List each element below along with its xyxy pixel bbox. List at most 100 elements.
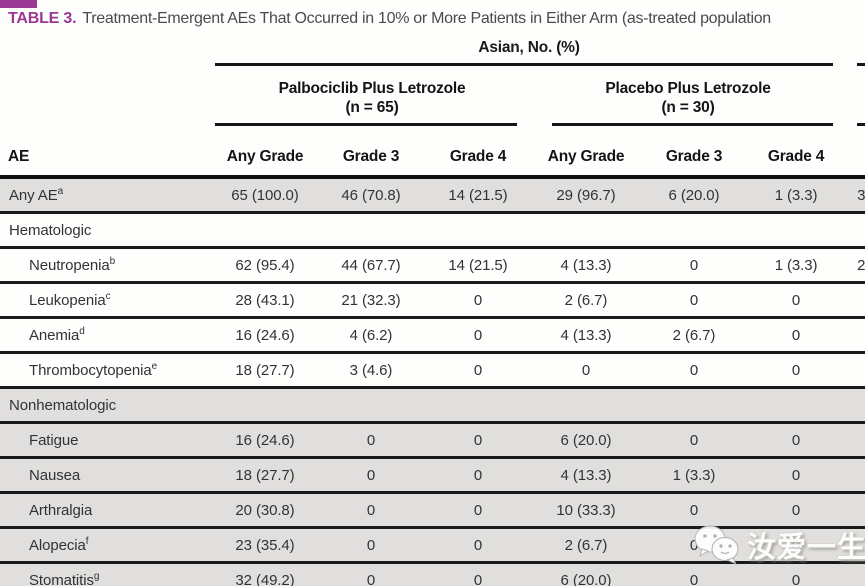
table-title-text: Treatment-Emergent AEs That Occurred in …	[82, 10, 771, 27]
table-caption: TABLE 3. Treatment-Emergent AEs That Occu…	[8, 10, 865, 28]
column-header-grade: Grade 4	[425, 126, 531, 179]
value-cell: 0	[641, 562, 747, 586]
value-cell: 46 (70.8)	[317, 177, 425, 214]
value-cell: 4 (6.2)	[317, 317, 425, 354]
clipped-value-cell	[845, 352, 865, 389]
group-header-placebo: Placebo Plus Letrozole (n = 30)	[531, 66, 845, 126]
footnote-marker: d	[79, 325, 85, 337]
value-cell: 0	[425, 492, 531, 529]
group-n: (n = 30)	[661, 99, 715, 116]
ae-label: Fatigue	[0, 422, 213, 459]
ae-label: Leukopeniac	[0, 282, 213, 319]
value-cell: 6 (20.0)	[531, 422, 641, 459]
value-cell: 0	[425, 562, 531, 586]
value-cell: 0	[425, 457, 531, 494]
value-cell: 0	[641, 282, 747, 319]
value-cell: 65 (100.0)	[213, 177, 317, 214]
group-rule	[552, 123, 834, 126]
table-row: Fatigue 16 (24.6) 0 0 6 (20.0) 0 0	[0, 422, 865, 459]
table-row: Thrombocytopeniae 18 (27.7) 3 (4.6) 0 0 0 0	[0, 352, 865, 389]
clipped-value-cell	[845, 527, 865, 564]
value-cell: 1 (3.3)	[747, 177, 846, 214]
value-cell: 0	[747, 457, 846, 494]
table-row: Arthralgia 20 (30.8) 0 0 10 (33.3) 0 0	[0, 492, 865, 529]
column-header-grade: Grade 3	[317, 126, 425, 179]
clipped-column-header	[845, 126, 865, 179]
value-cell: 0	[425, 527, 531, 564]
value-cell: 4 (13.3)	[531, 317, 641, 354]
value-cell: 0	[425, 317, 531, 354]
footnote-marker: f	[85, 535, 89, 547]
value-cell: 28 (43.1)	[213, 282, 317, 319]
value-cell: 18 (27.7)	[213, 352, 317, 389]
value-cell: 0	[317, 492, 425, 529]
clipped-value-cell	[845, 422, 865, 459]
value-cell: 0	[747, 352, 846, 389]
value-cell: 10 (33.3)	[531, 492, 641, 529]
column-header-grade: Grade 3	[641, 126, 747, 179]
subtitle-row: Asian, No. (%)	[0, 34, 865, 66]
clipped-value-cell	[845, 492, 865, 529]
table-row: Leukopeniac 28 (43.1) 21 (32.3) 0 2 (6.7) 0 0	[0, 282, 865, 319]
value-cell: 2 (6.7)	[531, 282, 641, 319]
footnote-marker: c	[105, 290, 111, 302]
value-cell: 29 (96.7)	[531, 177, 641, 214]
footnote-marker: a	[57, 185, 64, 197]
value-cell: 16 (24.6)	[213, 422, 317, 459]
table-row: Any AEa 65 (100.0) 46 (70.8) 14 (21.5) 29 (9…	[0, 177, 865, 214]
table-row: Stomatitisg 32 (49.2) 0 0 6 (20.0) 0 0	[0, 562, 865, 586]
value-cell: 23 (35.4)	[213, 527, 317, 564]
subtitle-cell: Asian, No. (%)	[213, 34, 845, 66]
clipped-value-cell: 3	[845, 177, 865, 214]
clipped-value-cell	[845, 282, 865, 319]
table-number-label: TABLE 3.	[8, 10, 77, 27]
ae-label: Neutropeniab	[0, 247, 213, 284]
column-header-ae: AE	[0, 126, 213, 179]
ae-label: Any AEa	[0, 177, 213, 214]
value-cell: 2 (6.7)	[531, 527, 641, 564]
value-cell: 6 (20.0)	[641, 177, 747, 214]
value-cell: 1 (3.3)	[747, 247, 846, 284]
value-cell: 0	[317, 457, 425, 494]
table-row: Anemiad 16 (24.6) 4 (6.2) 0 4 (13.3) 2 (6.7) 0	[0, 317, 865, 354]
clipped-value-cell	[845, 562, 865, 586]
ae-label: Arthralgia	[0, 492, 213, 529]
footnote-marker: e	[151, 360, 158, 372]
section-row: Nonhematologic	[0, 387, 865, 424]
column-header-grade: Any Grade	[531, 126, 641, 179]
subtitle-asian: Asian, No. (%)	[478, 39, 580, 56]
value-cell: 4 (13.3)	[531, 457, 641, 494]
table-row: Alopeciaf 23 (35.4) 0 0 2 (6.7) 0 0	[0, 527, 865, 564]
clipped-next-group-cell	[845, 34, 865, 66]
value-cell: 0	[747, 317, 846, 354]
value-cell: 0	[641, 247, 747, 284]
adverse-events-table: Asian, No. (%) Palbociclib Plus Letrozol…	[0, 34, 865, 586]
clipped-value-cell	[845, 317, 865, 354]
group-header-palbociclib: Palbociclib Plus Letrozole (n = 65)	[213, 66, 531, 126]
value-cell: 1 (3.3)	[641, 457, 747, 494]
clipped-value-cell	[845, 457, 865, 494]
clipped-accent-chip	[0, 0, 37, 8]
value-cell: 0	[747, 422, 846, 459]
clipped-span-rule	[857, 63, 865, 66]
value-cell: 0	[747, 282, 846, 319]
empty-cell	[0, 34, 213, 66]
value-cell: 14 (21.5)	[425, 247, 531, 284]
footnote-marker: b	[109, 255, 116, 267]
value-cell: 18 (27.7)	[213, 457, 317, 494]
group-n: (n = 65)	[345, 99, 399, 116]
value-cell: 0	[425, 352, 531, 389]
ae-label: Anemiad	[0, 317, 213, 354]
value-cell: 3 (4.6)	[317, 352, 425, 389]
table-row: Neutropeniab 62 (95.4) 44 (67.7) 14 (21.5) 4…	[0, 247, 865, 284]
value-cell: 4 (13.3)	[531, 247, 641, 284]
section-label: Hematologic	[0, 212, 865, 249]
value-cell: 62 (95.4)	[213, 247, 317, 284]
value-cell: 16 (24.6)	[213, 317, 317, 354]
value-cell: 0	[317, 422, 425, 459]
ae-label: Stomatitisg	[0, 562, 213, 586]
value-cell: 0	[317, 527, 425, 564]
value-cell: 20 (30.8)	[213, 492, 317, 529]
value-cell: 0	[747, 562, 846, 586]
